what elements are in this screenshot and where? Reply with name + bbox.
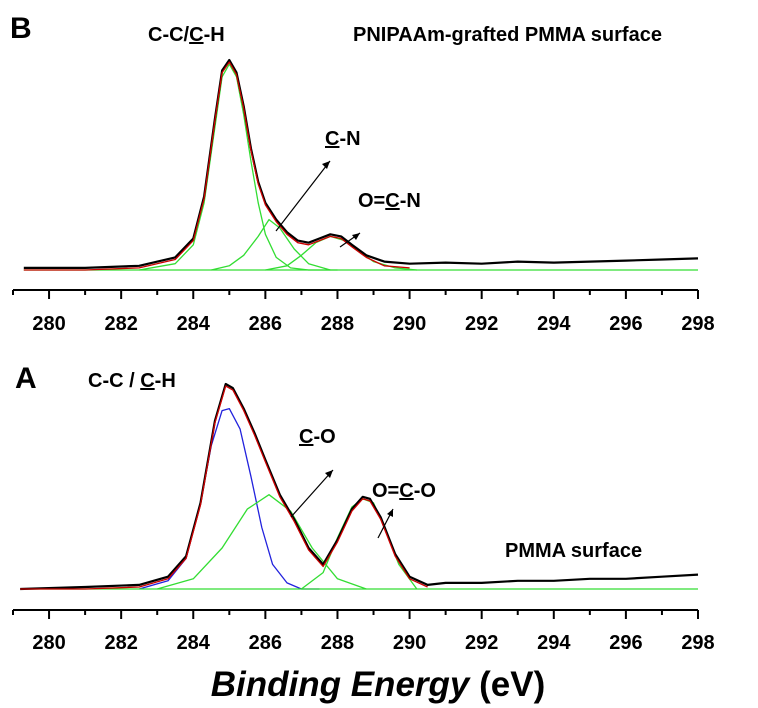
annotation-o-c-n: O=C-N — [358, 190, 421, 212]
panel-a-x-axis: 280 282 284 286 288 290 292 294 296 298 — [12, 609, 715, 654]
svg-text:C-O: C-O — [299, 426, 336, 448]
annotation-part: C-C/ — [148, 24, 190, 46]
annotation-part: O= — [372, 480, 399, 502]
annotation-part-underlined: C — [299, 426, 313, 448]
svg-text:C-C / C-H: C-C / C-H — [88, 370, 176, 392]
x-axis-label-unit: (eV) — [469, 665, 545, 704]
spectrum-series-a-2 — [139, 407, 320, 590]
annotation-part: -H — [155, 370, 176, 392]
annotation-part: -O — [313, 426, 335, 448]
panel-label-a: A — [15, 362, 37, 395]
panel-b: B PNIPAAm-grafted PMMA surface C-C/C-H C… — [10, 12, 715, 335]
annotation-cc-ch-b: C-C/C-H — [148, 24, 225, 46]
x-tick-label-a: 296 — [609, 632, 642, 654]
svg-text:O=C-O: O=C-O — [372, 480, 436, 502]
annotation-part: -N — [400, 190, 421, 212]
svg-text:C-C/C-H: C-C/C-H — [148, 24, 225, 46]
panel-b-title: PNIPAAm-grafted PMMA surface — [353, 24, 662, 46]
spectrum-series-a-4 — [301, 498, 418, 590]
svg-text:O=C-N: O=C-N — [358, 190, 421, 212]
x-tick-label-a: 282 — [104, 632, 137, 654]
x-tick-label-b: 292 — [465, 313, 498, 335]
x-tick-label-b: 294 — [537, 313, 571, 335]
panel-b-spectra — [23, 58, 699, 271]
arrowhead-c-n — [322, 161, 330, 169]
x-tick-label-b: 290 — [393, 313, 426, 335]
annotation-part: O= — [358, 190, 385, 212]
x-tick-label-a: 294 — [537, 632, 571, 654]
annotation-part-underlined: C — [325, 128, 339, 150]
arrowhead-c-o — [325, 470, 333, 478]
x-tick-label-a: 298 — [681, 632, 714, 654]
panel-a: A PMMA surface C-C / C-H C-O O=C-O 280 28… — [12, 362, 715, 654]
x-tick-label-b: 286 — [249, 313, 282, 335]
spectrum-series-b-4 — [265, 235, 417, 271]
annotation-part-underlined: C — [399, 480, 413, 502]
annotation-part: -O — [414, 480, 436, 502]
annotation-part: -H — [204, 24, 225, 46]
annotation-part: C-C / — [88, 370, 140, 392]
arrowhead-oco — [387, 509, 393, 517]
panel-b-x-axis: 280 282 284 286 288 290 292 294 296 298 — [12, 289, 715, 335]
spectrum-series-a-3 — [157, 494, 367, 590]
annotation-cc-ch-a: C-C / C-H — [88, 370, 176, 392]
annotation-part-underlined: C — [385, 190, 399, 212]
panel-a-spectra — [20, 382, 699, 591]
spectrum-series-b-1 — [23, 61, 410, 271]
panel-a-arrows — [290, 469, 394, 539]
x-tick-label-b: 298 — [681, 313, 714, 335]
x-tick-label-b: 280 — [32, 313, 65, 335]
annotation-c-n: C-N — [325, 128, 361, 150]
svg-text:C-N: C-N — [325, 128, 361, 150]
annotation-part-underlined: C — [189, 24, 203, 46]
arrowhead-ocn — [352, 233, 360, 240]
arrow-c-o — [290, 469, 334, 518]
spectrum-series-a-1 — [20, 385, 428, 590]
x-tick-label-a: 292 — [465, 632, 498, 654]
panel-label-b: B — [10, 12, 32, 45]
x-axis-label-italic: Binding Energy — [211, 665, 471, 704]
x-tick-label-b: 284 — [177, 313, 211, 335]
panel-a-title: PMMA surface — [505, 540, 642, 562]
arrow-c-n — [275, 160, 331, 232]
x-tick-label-a: 280 — [32, 632, 65, 654]
annotation-part-underlined: C — [140, 370, 154, 392]
annotation-c-o: C-O — [299, 426, 336, 448]
x-axis-label: Binding Energy (eV) — [211, 665, 545, 704]
x-tick-label-a: 284 — [177, 632, 211, 654]
x-tick-label-b: 288 — [321, 313, 354, 335]
spectrum-series-b-3 — [211, 218, 331, 271]
x-tick-label-a: 290 — [393, 632, 426, 654]
x-tick-label-a: 288 — [321, 632, 354, 654]
annotation-o-c-o: O=C-O — [372, 480, 436, 502]
annotation-part: -N — [339, 128, 360, 150]
x-tick-label-a: 286 — [249, 632, 282, 654]
spectrum-series-b-2 — [139, 63, 338, 271]
spectrum-series-b-0 — [23, 58, 699, 269]
panel-b-arrows — [275, 160, 361, 248]
x-tick-label-b: 296 — [609, 313, 642, 335]
x-tick-label-b: 282 — [104, 313, 137, 335]
